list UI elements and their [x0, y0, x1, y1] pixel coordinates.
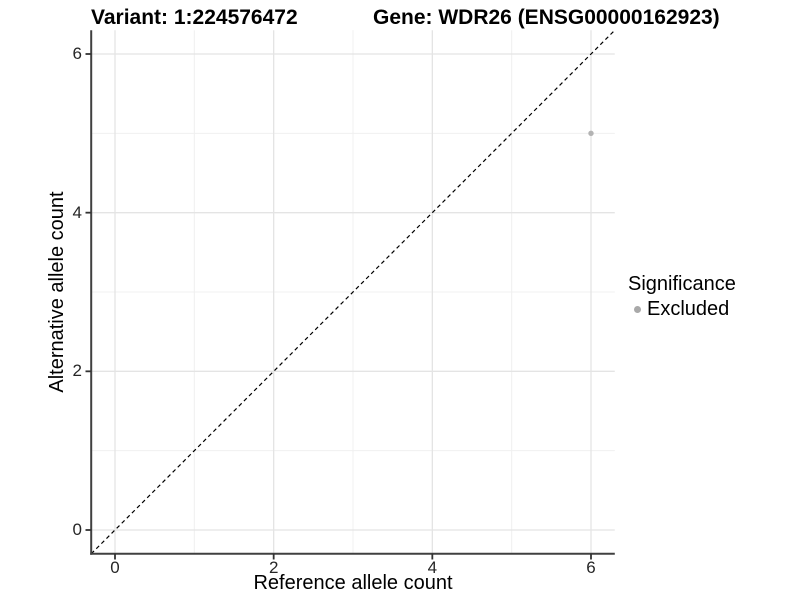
plot-title-gene: Gene: WDR26 (ENSG00000162923) [373, 6, 720, 29]
identity-reference-line [90, 29, 616, 555]
y-tick-label: 0 [72, 520, 82, 539]
x-tick-label: 6 [586, 558, 596, 577]
y-tick-label: 6 [72, 44, 82, 63]
x-tick-label: 0 [110, 558, 120, 577]
y-tick-label: 4 [72, 202, 82, 222]
plot-title-variant: Variant: 1:224576472 [91, 6, 298, 29]
axis-tick-marks [85, 53, 592, 560]
legend-item-excluded[interactable]: Excluded [628, 297, 798, 321]
y-axis-title: Alternative allele count [46, 191, 68, 393]
excluded-point-icon [634, 305, 641, 313]
grid-major [91, 30, 615, 554]
x-axis-title: Reference allele count [253, 572, 453, 594]
legend-title: Significance [628, 273, 736, 295]
x-tick-label: 4 [427, 558, 438, 577]
axis-lines [90, 30, 615, 555]
x-tick-label: 2 [268, 558, 279, 577]
y-tick-label: 2 [72, 361, 82, 381]
legend-item-label: Excluded [647, 298, 730, 320]
legend: Significance Excluded [628, 272, 798, 321]
grid-minor [91, 30, 615, 554]
data-point-excluded[interactable] [588, 130, 594, 137]
